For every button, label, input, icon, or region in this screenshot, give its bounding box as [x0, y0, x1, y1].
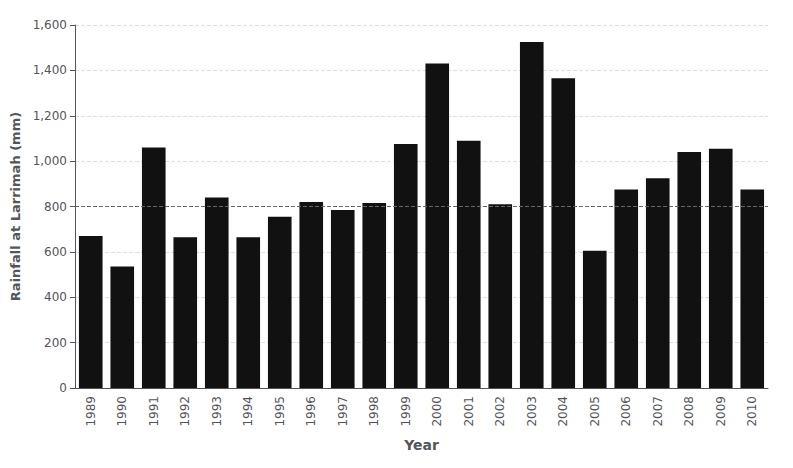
svg-text:1990: 1990: [115, 396, 129, 427]
svg-text:Rainfall at Larrimah (mm): Rainfall at Larrimah (mm): [8, 112, 23, 301]
svg-text:2009: 2009: [714, 396, 728, 427]
svg-text:1996: 1996: [304, 396, 318, 427]
svg-text:1997: 1997: [336, 396, 350, 427]
svg-text:800: 800: [44, 200, 67, 214]
svg-text:0: 0: [59, 381, 67, 395]
svg-text:2000: 2000: [430, 396, 444, 427]
svg-text:1989: 1989: [84, 396, 98, 427]
svg-text:2004: 2004: [556, 396, 570, 427]
svg-text:1991: 1991: [147, 396, 161, 427]
svg-text:Year: Year: [403, 437, 439, 453]
svg-text:2001: 2001: [462, 396, 476, 427]
svg-text:2005: 2005: [588, 396, 602, 427]
svg-text:1994: 1994: [241, 396, 255, 427]
svg-text:2007: 2007: [651, 396, 665, 427]
svg-text:400: 400: [44, 290, 67, 304]
svg-text:600: 600: [44, 245, 67, 259]
svg-text:1993: 1993: [210, 396, 224, 427]
svg-text:1992: 1992: [178, 396, 192, 427]
svg-text:2002: 2002: [493, 396, 507, 427]
svg-text:1998: 1998: [367, 396, 381, 427]
svg-text:200: 200: [44, 336, 67, 350]
svg-text:2006: 2006: [619, 396, 633, 427]
svg-text:2008: 2008: [682, 396, 696, 427]
svg-text:1999: 1999: [399, 396, 413, 427]
svg-text:1,000: 1,000: [33, 154, 67, 168]
svg-text:1995: 1995: [273, 396, 287, 427]
svg-text:2003: 2003: [525, 396, 539, 427]
svg-text:1,200: 1,200: [33, 109, 67, 123]
svg-text:1,400: 1,400: [33, 63, 67, 77]
svg-text:2010: 2010: [745, 396, 759, 427]
svg-text:1,600: 1,600: [33, 18, 67, 32]
